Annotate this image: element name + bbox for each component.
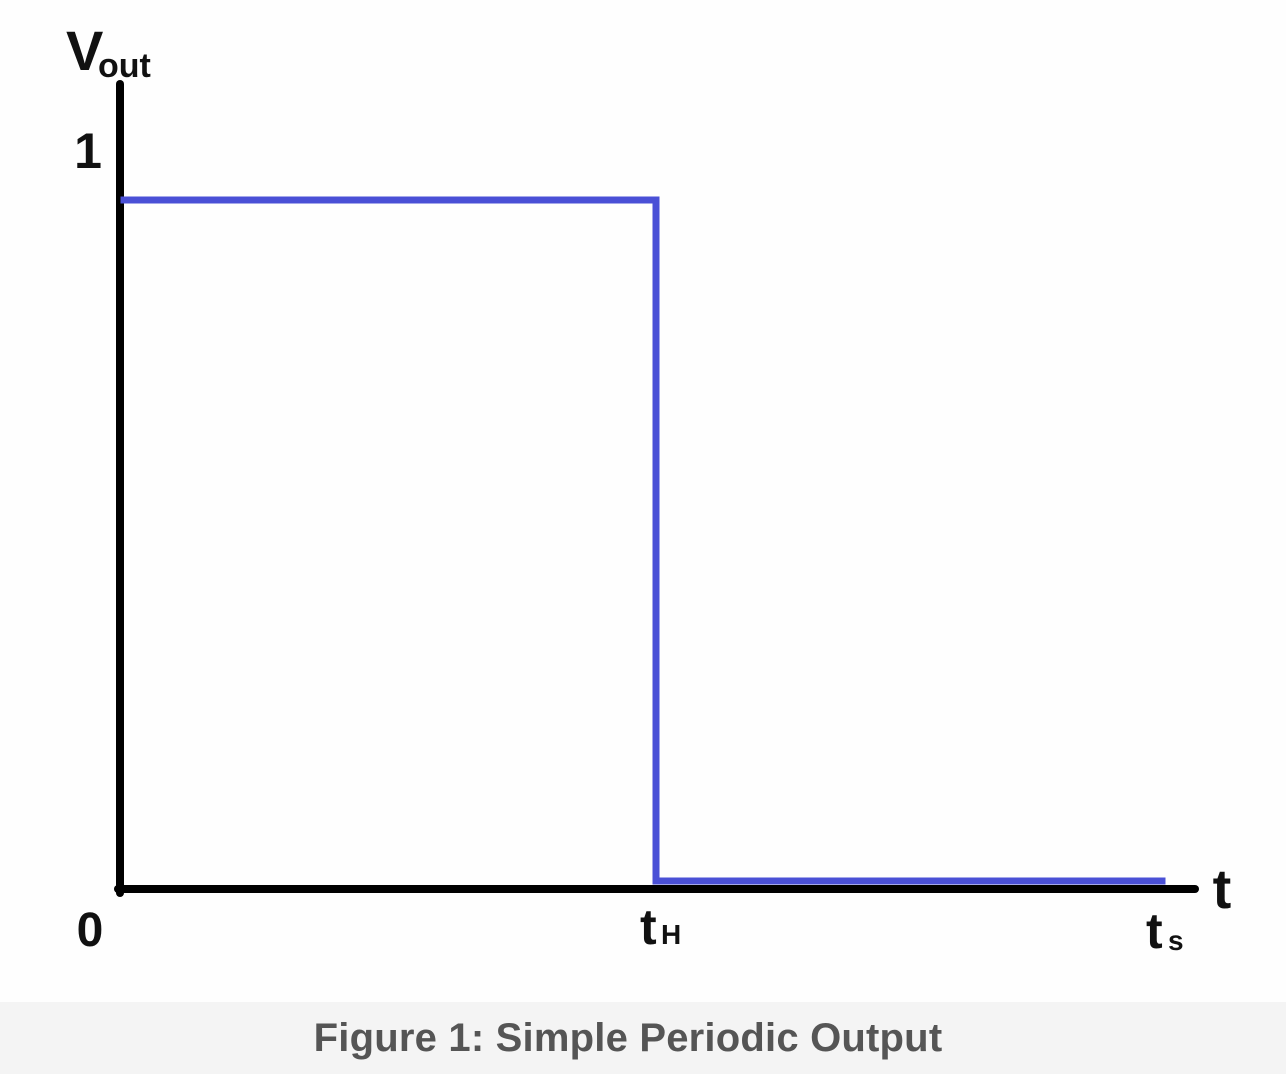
y-axis-label-subscript: out xyxy=(98,47,151,85)
y-axis-label: V xyxy=(66,19,103,82)
x-tick-subscript-tH: H xyxy=(661,919,681,950)
x-tick-label-tH: t xyxy=(640,899,657,955)
caption-bar: Figure 1: Simple Periodic Output xyxy=(0,1002,1286,1074)
origin-label: 0 xyxy=(77,904,104,957)
x-tick-subscript-ts: s xyxy=(1168,925,1184,956)
y-tick-label-0: 1 xyxy=(74,123,102,179)
series-layer xyxy=(120,196,1166,885)
x-tick-label-ts: t xyxy=(1146,903,1163,959)
figure-caption: Figure 1: Simple Periodic Output xyxy=(313,1015,943,1060)
x-axis-label: t xyxy=(1213,857,1232,920)
axes-layer xyxy=(114,80,1199,897)
